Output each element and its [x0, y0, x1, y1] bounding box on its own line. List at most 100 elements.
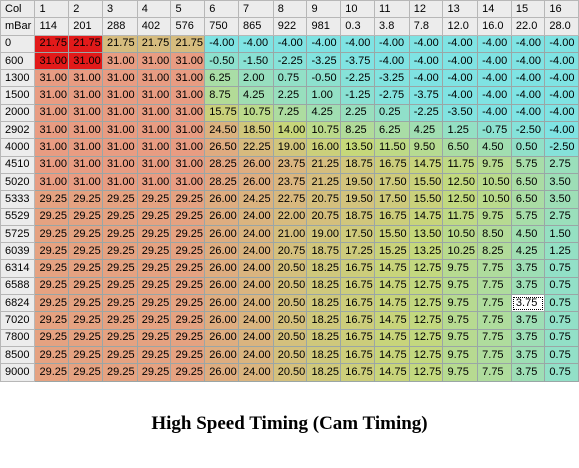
table-cell[interactable]: 26.00	[238, 172, 274, 192]
table-cell[interactable]: 26.00	[204, 207, 240, 226]
table-cell[interactable]: 8.75	[204, 86, 240, 105]
table-cell[interactable]: 31.00	[102, 86, 138, 105]
table-cell[interactable]: 12.75	[408, 363, 444, 382]
table-cell[interactable]: 29.25	[136, 345, 172, 365]
table-cell[interactable]: 24.00	[238, 311, 274, 330]
table-cell[interactable]: 24.00	[238, 207, 274, 226]
table-cell[interactable]: -4.00	[238, 34, 274, 53]
table-cell[interactable]: 31.00	[68, 69, 104, 88]
table-cell[interactable]: 24.00	[238, 345, 274, 365]
table-cell[interactable]: 24.00	[238, 276, 274, 296]
table-cell[interactable]: 13.50	[408, 224, 444, 244]
table-cell[interactable]: 16.75	[340, 311, 376, 330]
table-cell[interactable]: 21.25	[306, 155, 342, 174]
table-cell[interactable]: 8.25	[477, 242, 512, 261]
row-mbar-header[interactable]: 7020	[0, 311, 36, 330]
table-cell[interactable]: 10.75	[238, 103, 274, 123]
table-cell[interactable]: 24.00	[238, 224, 274, 244]
table-cell[interactable]: 18.25	[306, 311, 342, 330]
table-cell[interactable]: 31.00	[102, 138, 138, 157]
table-cell[interactable]: 21.75	[68, 34, 104, 53]
table-cell[interactable]: 26.00	[204, 294, 240, 313]
table-cell[interactable]: -0.50	[306, 69, 342, 88]
table-cell[interactable]: 1.25	[544, 242, 579, 261]
table-cell[interactable]: 29.25	[136, 190, 172, 209]
table-cell[interactable]: 18.25	[306, 276, 342, 296]
table-cell[interactable]: 3.75	[510, 328, 546, 347]
table-cell[interactable]: -3.25	[306, 51, 342, 71]
table-cell[interactable]: 12.75	[408, 311, 444, 330]
table-cell[interactable]: 29.25	[136, 363, 172, 382]
table-cell[interactable]: 26.00	[204, 328, 240, 347]
table-cell[interactable]: 31.00	[34, 51, 70, 71]
table-cell[interactable]: 31.00	[170, 69, 206, 88]
table-cell[interactable]: 29.25	[68, 259, 104, 278]
table-cell[interactable]: 29.25	[68, 311, 104, 330]
table-cell[interactable]: 23.75	[272, 172, 308, 192]
table-cell[interactable]: 16.75	[340, 328, 376, 347]
table-cell[interactable]: -4.00	[442, 34, 479, 53]
table-cell[interactable]: 9.75	[442, 259, 479, 278]
column-number-header[interactable]: 8	[272, 0, 308, 19]
table-cell[interactable]: 31.00	[34, 69, 70, 88]
table-cell[interactable]: -4.00	[544, 34, 579, 53]
table-cell[interactable]: 18.75	[340, 207, 376, 226]
table-cell[interactable]: 10.50	[477, 172, 512, 192]
table-cell[interactable]: 2.00	[238, 69, 274, 88]
table-cell[interactable]: 31.00	[68, 86, 104, 105]
table-cell[interactable]: -1.25	[340, 86, 376, 105]
table-cell[interactable]: 29.25	[68, 328, 104, 347]
column-number-header[interactable]: 4	[136, 0, 172, 19]
table-cell[interactable]: -2.25	[340, 69, 376, 88]
table-cell[interactable]: -4.00	[340, 34, 376, 53]
table-cell[interactable]: -4.00	[510, 69, 546, 88]
column-value-header[interactable]: 576	[170, 17, 206, 36]
table-cell[interactable]: 21.75	[136, 34, 172, 53]
table-cell[interactable]: 5.75	[510, 207, 546, 226]
column-value-header[interactable]: 28.0	[544, 17, 579, 36]
table-cell[interactable]: 29.25	[68, 363, 104, 382]
table-cell[interactable]: 31.00	[68, 138, 104, 157]
table-cell[interactable]: 11.50	[374, 138, 410, 157]
table-cell[interactable]: 31.00	[136, 155, 172, 174]
table-cell[interactable]: -4.00	[204, 34, 240, 53]
table-cell[interactable]: 29.25	[136, 294, 172, 313]
table-cell[interactable]: 15.50	[408, 172, 444, 192]
column-value-header[interactable]: 7.8	[408, 17, 444, 36]
table-cell[interactable]: 21.75	[34, 34, 70, 53]
table-cell[interactable]: 0.75	[272, 69, 308, 88]
table-cell[interactable]: 14.75	[374, 328, 410, 347]
table-cell[interactable]: -4.00	[510, 86, 546, 105]
table-cell[interactable]: 14.75	[374, 276, 410, 296]
table-cell[interactable]: 15.75	[204, 103, 240, 123]
table-cell[interactable]: 29.25	[34, 294, 70, 313]
table-cell[interactable]: 31.00	[136, 86, 172, 105]
table-cell[interactable]: 31.00	[170, 51, 206, 71]
table-cell[interactable]: 29.25	[102, 363, 138, 382]
table-cell[interactable]: 29.25	[102, 207, 138, 226]
row-mbar-header[interactable]: 6588	[0, 276, 36, 296]
column-value-header[interactable]: 22.0	[510, 17, 546, 36]
table-cell[interactable]: 29.25	[170, 345, 206, 365]
column-number-header[interactable]: 15	[510, 0, 546, 19]
table-cell[interactable]: -4.00	[374, 51, 410, 71]
table-cell[interactable]: 10.75	[306, 121, 342, 140]
table-cell[interactable]: 12.75	[408, 328, 444, 347]
table-cell[interactable]: -0.75	[477, 121, 512, 140]
table-cell[interactable]: 3.75	[510, 311, 546, 330]
table-cell[interactable]: 20.50	[272, 259, 308, 278]
table-cell[interactable]: 6.50	[510, 190, 546, 209]
table-cell[interactable]: 18.75	[340, 155, 376, 174]
table-cell[interactable]: 2.25	[340, 103, 376, 123]
table-cell[interactable]: 28.25	[204, 155, 240, 174]
selected-table-cell[interactable]: 3.75	[510, 294, 546, 313]
table-cell[interactable]: 31.00	[102, 155, 138, 174]
table-cell[interactable]: 29.25	[34, 242, 70, 261]
table-cell[interactable]: 9.75	[477, 155, 512, 174]
table-cell[interactable]: -2.50	[544, 138, 579, 157]
table-cell[interactable]: -3.75	[408, 86, 444, 105]
table-cell[interactable]: 24.00	[238, 328, 274, 347]
table-cell[interactable]: 29.25	[68, 224, 104, 244]
table-cell[interactable]: 18.50	[238, 121, 274, 140]
column-value-header[interactable]: 0.3	[340, 17, 376, 36]
